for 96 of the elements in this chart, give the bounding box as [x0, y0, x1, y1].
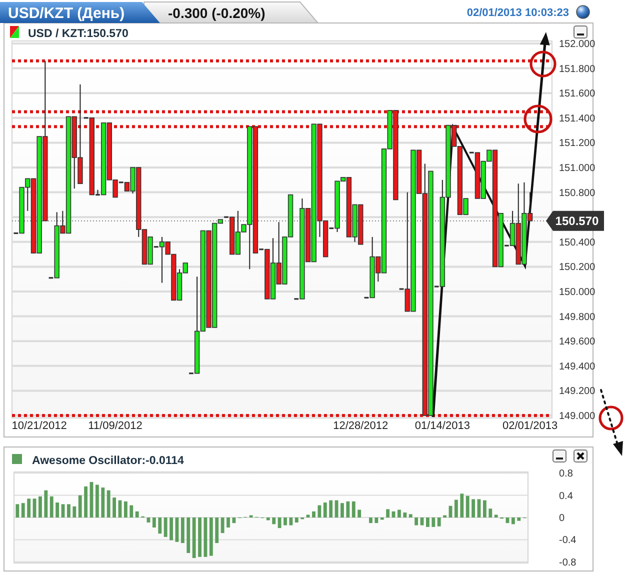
- x-tick-label: 02/01/2013: [502, 420, 558, 432]
- text: 02/01/2013 10:03:23: [466, 7, 569, 19]
- bar: [266, 518, 270, 520]
- chart-subtitle: -0.300 (-0.20%): [168, 5, 266, 21]
- bar: [56, 502, 60, 518]
- y-tick-label: 151.000: [559, 162, 596, 174]
- bar: [432, 518, 436, 527]
- bar: [152, 518, 156, 528]
- text: USD / KZT:150.570: [28, 28, 128, 40]
- bar: [437, 518, 441, 526]
- y-tick-label: 150.200: [559, 262, 596, 274]
- bar: [106, 490, 110, 518]
- bar: [135, 511, 139, 518]
- y-tick-label: 150.000: [559, 287, 596, 298]
- bar: [398, 510, 401, 518]
- bar: [340, 503, 344, 518]
- y-tick-label: 0: [559, 513, 565, 524]
- x-tick-label: 01/14/2013: [414, 420, 470, 432]
- y-tick-label: 151.400: [559, 113, 596, 124]
- bar: [16, 504, 20, 518]
- bar: [420, 518, 424, 526]
- bar: [426, 518, 430, 527]
- bar: [44, 490, 48, 518]
- bar: [186, 518, 190, 554]
- bar: [112, 498, 116, 518]
- bar: [215, 518, 219, 544]
- bar: [454, 500, 458, 518]
- bar: [72, 506, 76, 518]
- y-tick-label: 0.4: [559, 490, 574, 502]
- bar: [472, 499, 476, 518]
- y-tick-label: 0.8: [559, 468, 574, 480]
- bar: [84, 486, 88, 518]
- bar: [323, 502, 327, 518]
- bar: [192, 518, 196, 558]
- bar: [386, 509, 390, 518]
- bar: [289, 518, 293, 526]
- x-tick-label: 11/09/2012: [88, 420, 142, 432]
- bar: [180, 518, 184, 544]
- y-tick-label: 149.000: [559, 411, 596, 422]
- bar: [272, 518, 276, 524]
- bar: [482, 500, 486, 518]
- bar: [369, 518, 372, 524]
- y-tick-label: 151.600: [559, 88, 596, 100]
- y-tick-label: 151.200: [559, 138, 596, 150]
- y-tick-label: 149.200: [559, 386, 596, 398]
- bar: [408, 514, 412, 518]
- bar: [318, 505, 322, 518]
- bar: [358, 510, 362, 518]
- bar: [511, 518, 515, 524]
- legend-label: Awesome Oscillator:-0.0114: [32, 455, 185, 467]
- bar: [284, 518, 287, 526]
- bar: [329, 500, 333, 518]
- bar: [101, 488, 105, 518]
- y-tick-label: -0.4: [559, 535, 577, 546]
- bar: [198, 518, 202, 557]
- bar: [494, 514, 498, 518]
- bar: [488, 508, 492, 518]
- y-tick-label: 149.400: [559, 361, 596, 372]
- bar: [460, 494, 464, 518]
- bar: [66, 504, 70, 518]
- bar: [294, 518, 298, 522]
- bar: [27, 498, 31, 518]
- bar: [220, 518, 224, 534]
- bar: [517, 518, 521, 521]
- bar: [414, 518, 418, 526]
- y-tick-label: 149.800: [559, 312, 596, 323]
- bar: [50, 496, 54, 518]
- bar: [21, 503, 25, 518]
- y-tick-label: 149.600: [559, 336, 596, 348]
- bar: [170, 518, 173, 540]
- y-tick-label: 151.800: [559, 64, 596, 75]
- y-tick-label: -0.8: [559, 557, 577, 568]
- bar: [352, 501, 356, 518]
- bar: [38, 496, 42, 518]
- bar: [130, 505, 134, 518]
- bar: [124, 501, 128, 518]
- ref-line-label: 150.570: [555, 214, 600, 228]
- bar: [278, 518, 282, 528]
- y-tick-label: 150.400: [559, 237, 596, 248]
- chart-title: USD/KZT (День): [8, 5, 125, 22]
- bar: [78, 495, 82, 518]
- bar: [403, 512, 407, 518]
- y-tick-label: 150.800: [559, 188, 596, 199]
- bar: [95, 484, 99, 518]
- y-tick-label: 152.000: [559, 38, 596, 50]
- bar: [306, 514, 310, 518]
- bar: [374, 518, 378, 524]
- x-tick-label: 12/28/2012: [333, 420, 388, 432]
- x-tick-label: 10/21/2012: [12, 420, 67, 432]
- bar: [346, 501, 350, 518]
- bar: [164, 518, 168, 537]
- bar: [158, 518, 162, 534]
- bar: [312, 511, 316, 518]
- bar: [226, 518, 230, 528]
- bar: [209, 518, 213, 556]
- bar: [466, 496, 470, 518]
